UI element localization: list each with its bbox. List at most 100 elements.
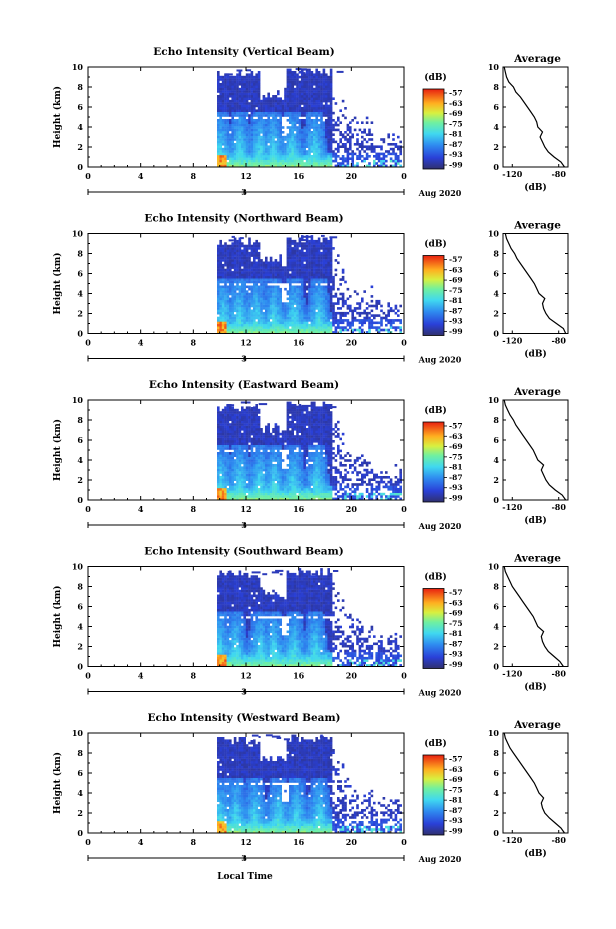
heatmap-cell bbox=[231, 432, 234, 436]
heatmap-cell bbox=[250, 464, 254, 467]
heatmap-cell bbox=[236, 297, 239, 301]
heatmap-cell bbox=[217, 75, 220, 79]
heatmap-cell bbox=[269, 152, 273, 156]
heatmap-cell bbox=[310, 109, 314, 112]
heatmap-cell bbox=[339, 278, 342, 281]
heatmap-cell bbox=[305, 150, 309, 153]
heatmap-cell bbox=[257, 280, 261, 284]
heatmap-cell bbox=[279, 311, 282, 315]
heatmap-cell bbox=[255, 411, 258, 414]
heatmap-cell bbox=[344, 319, 347, 322]
heatmap-cell bbox=[245, 420, 249, 424]
heatmap-cell bbox=[248, 259, 251, 262]
heatmap-cell bbox=[236, 423, 239, 426]
heatmap-cell bbox=[337, 297, 340, 301]
heatmap-cell bbox=[325, 135, 328, 139]
heatmap-cell bbox=[248, 488, 251, 491]
heatmap-cell bbox=[279, 111, 282, 115]
heatmap-cell bbox=[329, 307, 333, 310]
heatmap-cell bbox=[241, 449, 244, 453]
heatmap-cell bbox=[296, 162, 299, 165]
heatmap-cell bbox=[365, 116, 369, 120]
heatmap-cell bbox=[236, 316, 239, 320]
heatmap-cell bbox=[243, 104, 246, 108]
heatmap-cell bbox=[303, 290, 306, 293]
heatmap-cell bbox=[243, 307, 246, 310]
heatmap-cell bbox=[238, 90, 242, 93]
heatmap-cell bbox=[322, 297, 326, 301]
heatmap-cell bbox=[296, 119, 299, 122]
heatmap-cell bbox=[281, 143, 285, 146]
heatmap-cell bbox=[274, 323, 278, 327]
heatmap-cell bbox=[257, 131, 261, 134]
heatmap-cell bbox=[269, 143, 273, 146]
heatmap-cell bbox=[224, 468, 227, 472]
heatmap-cell bbox=[226, 92, 230, 96]
heatmap-cell bbox=[226, 133, 230, 136]
heatmap-cell bbox=[315, 299, 318, 303]
heatmap-cell bbox=[272, 109, 275, 112]
heatmap-cell bbox=[245, 162, 249, 165]
heatmap-cell bbox=[229, 406, 232, 409]
heatmap-cell bbox=[322, 80, 326, 84]
heatmap-cell bbox=[389, 159, 393, 163]
heatmap-cell bbox=[358, 304, 362, 308]
heatmap-cell bbox=[329, 256, 333, 260]
heatmap-cell bbox=[291, 109, 294, 112]
heatmap-cell bbox=[358, 128, 362, 132]
heatmap-cell bbox=[253, 290, 256, 293]
heatmap-cell bbox=[279, 326, 282, 329]
heatmap-cell bbox=[289, 263, 292, 267]
heatmap-cell bbox=[224, 111, 227, 115]
heatmap-cell bbox=[322, 107, 326, 110]
heatmap-cell bbox=[313, 314, 316, 317]
heatmap-cell bbox=[245, 304, 249, 308]
heatmap-cell bbox=[265, 302, 268, 305]
heatmap-cell bbox=[305, 304, 309, 308]
heatmap-cell bbox=[281, 107, 285, 110]
heatmap-cell bbox=[305, 90, 309, 93]
heatmap-cell bbox=[265, 485, 268, 489]
heatmap-cell bbox=[243, 123, 246, 127]
heatmap-cell bbox=[363, 131, 366, 134]
heatmap-cell bbox=[250, 261, 254, 265]
heatmap-cell bbox=[308, 75, 311, 79]
heatmap-cell bbox=[296, 109, 299, 112]
heatmap-cell bbox=[229, 302, 232, 305]
heatmap-cell bbox=[315, 328, 318, 332]
heatmap-cell bbox=[226, 107, 230, 110]
heatmap-cell bbox=[313, 275, 316, 279]
heatmap-cell bbox=[320, 155, 323, 158]
heatmap-cell bbox=[219, 428, 222, 431]
heatmap-cell bbox=[262, 121, 266, 124]
heatmap-cell bbox=[397, 145, 400, 148]
heatmap-cell bbox=[265, 147, 268, 151]
heatmap-cell bbox=[236, 483, 239, 486]
heatmap-cell bbox=[289, 75, 292, 79]
heatmap-cell bbox=[226, 456, 230, 460]
heatmap-cell bbox=[301, 155, 304, 158]
heatmap-cell bbox=[303, 133, 306, 136]
heatmap-cell bbox=[284, 114, 287, 117]
heatmap-cell bbox=[325, 251, 328, 255]
heatmap-cell bbox=[310, 157, 314, 160]
heatmap-cell bbox=[272, 495, 275, 498]
heatmap-cell bbox=[257, 254, 261, 257]
heatmap-cell bbox=[310, 280, 314, 284]
heatmap-cell bbox=[272, 290, 275, 293]
heatmap-cell bbox=[248, 490, 251, 493]
heatmap-cell bbox=[229, 102, 232, 105]
heatmap-cell bbox=[243, 266, 246, 269]
heatmap-cell bbox=[373, 162, 376, 165]
heatmap-cell bbox=[229, 311, 232, 315]
heatmap-cell bbox=[329, 145, 333, 148]
profile-x-tick-label: -80 bbox=[551, 169, 566, 179]
heatmap-cell bbox=[267, 285, 270, 289]
heatmap-cell bbox=[329, 263, 333, 267]
heatmap-cell bbox=[385, 319, 388, 322]
heatmap-cell bbox=[217, 328, 220, 332]
heatmap-cell bbox=[281, 273, 285, 277]
heatmap-cell bbox=[308, 249, 311, 253]
heatmap-cell bbox=[236, 268, 239, 272]
heatmap-cell bbox=[219, 280, 222, 284]
